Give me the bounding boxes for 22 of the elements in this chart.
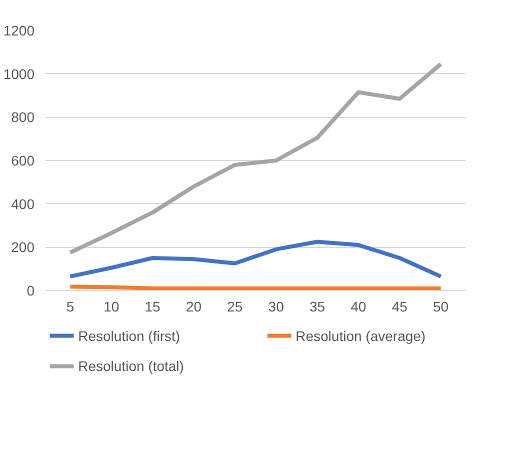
y-tick-label: 0 <box>26 282 35 298</box>
x-tick-label: 25 <box>227 298 243 314</box>
y-tick-label: 200 <box>11 239 35 256</box>
x-tick-label: 35 <box>309 298 326 314</box>
legend-label: Resolution (first) <box>78 328 180 344</box>
x-tick-label: 10 <box>104 298 120 314</box>
x-tick-label: 20 <box>186 298 202 314</box>
y-tick-label: 400 <box>11 196 35 212</box>
x-tick-label: 50 <box>433 298 449 314</box>
legend-label: Resolution (total) <box>78 358 184 374</box>
y-tick-label: 800 <box>11 109 35 126</box>
y-tick-label: 1200 <box>3 22 35 38</box>
y-tick-label: 600 <box>11 152 35 168</box>
x-tick-label: 40 <box>350 298 366 314</box>
line-series <box>68 62 443 255</box>
legend-label: Resolution (average) <box>296 328 426 344</box>
x-tick-label: 45 <box>392 298 408 314</box>
y-tick-label: 1000 <box>3 66 35 82</box>
x-tick-label: 30 <box>268 298 284 314</box>
x-tick-label: 5 <box>66 298 74 314</box>
line-series <box>68 240 443 278</box>
x-tick-label: 15 <box>144 298 161 314</box>
